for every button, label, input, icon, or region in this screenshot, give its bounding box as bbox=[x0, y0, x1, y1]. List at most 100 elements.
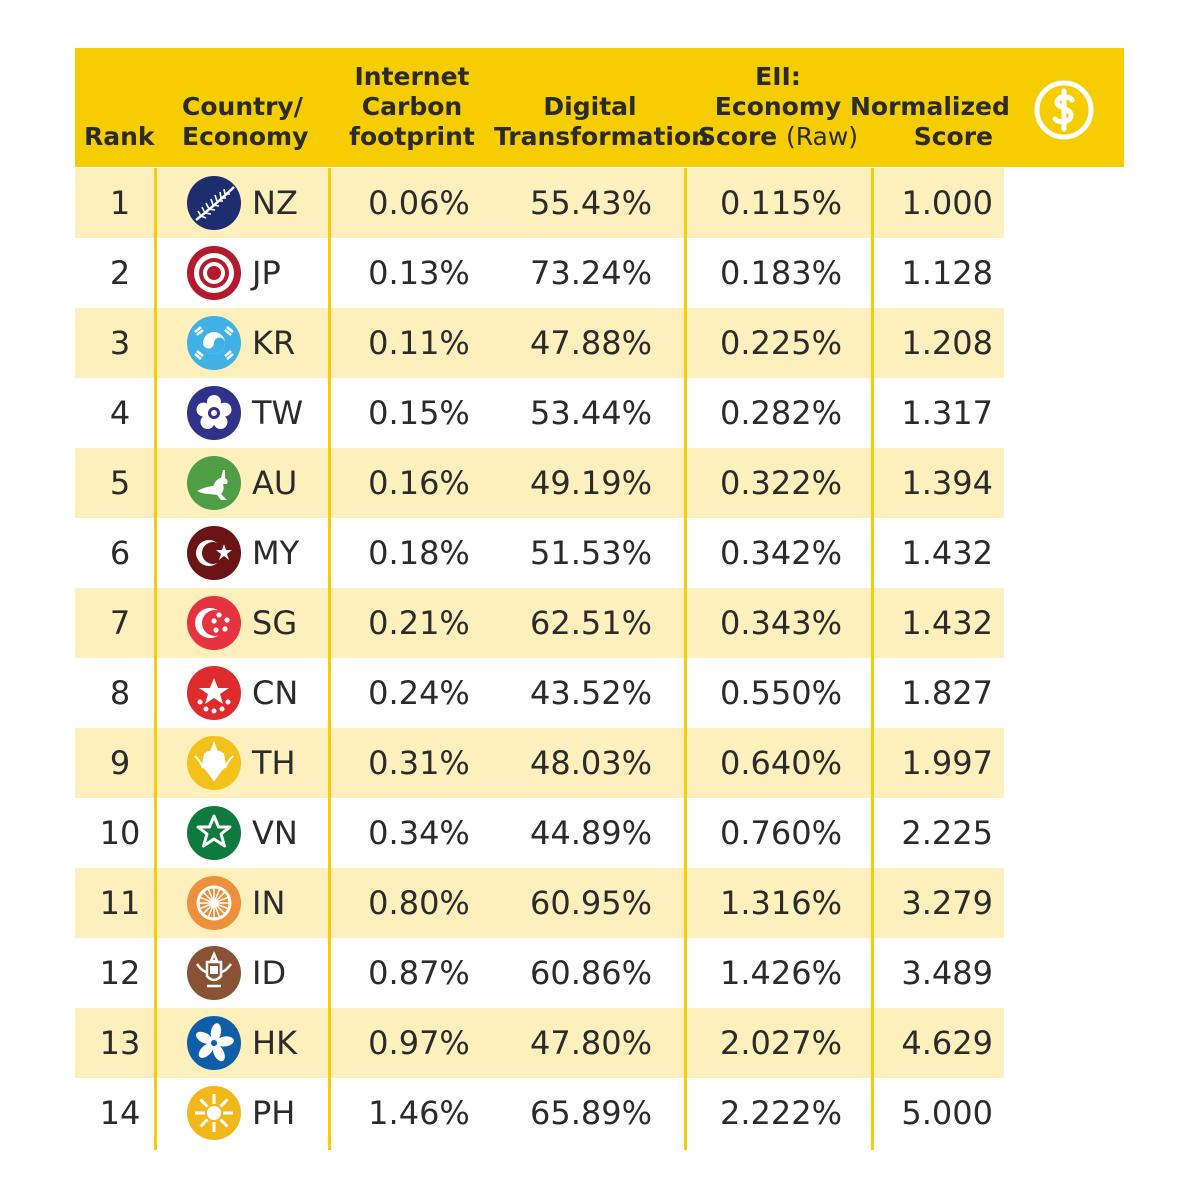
normalized-score-cell: 1.997 bbox=[901, 744, 993, 782]
kangaroo-emblem-icon bbox=[187, 456, 241, 510]
country-code-cell: IN bbox=[252, 884, 286, 922]
eii-raw-score-cell: 0.115% bbox=[719, 184, 842, 222]
carbon-footprint-cell: 0.34% bbox=[368, 814, 470, 852]
normalized-score-cell: 4.629 bbox=[901, 1024, 993, 1062]
carbon-footprint-cell: 1.46% bbox=[368, 1094, 470, 1132]
country-code-cell: CN bbox=[252, 674, 299, 712]
normalized-score-cell: 1.000 bbox=[901, 184, 993, 222]
digital-transformation-cell: 60.86% bbox=[529, 954, 652, 992]
eii-raw-score-cell: 2.222% bbox=[719, 1094, 842, 1132]
crescent-five-stars-emblem-icon bbox=[187, 596, 241, 650]
target-emblem-icon bbox=[187, 246, 241, 300]
digital-transformation-cell: 60.95% bbox=[529, 884, 652, 922]
header-band bbox=[75, 48, 1124, 167]
normalized-score-cell: 1.394 bbox=[901, 464, 993, 502]
normalized-score-cell: 1.208 bbox=[901, 324, 993, 362]
rank-cell: 7 bbox=[109, 604, 131, 642]
rank-cell: 13 bbox=[99, 1024, 141, 1062]
eii-raw-score-cell: 0.640% bbox=[719, 744, 842, 782]
dollar-coin-icon bbox=[1034, 80, 1094, 140]
country-code-cell: AU bbox=[252, 464, 298, 502]
eii-raw-score-cell: 2.027% bbox=[719, 1024, 842, 1062]
eii-raw-score-cell: 0.550% bbox=[719, 674, 842, 712]
chakra-emblem-icon bbox=[187, 876, 241, 930]
crescent-star-emblem-icon bbox=[187, 526, 241, 580]
normalized-score-cell: 1.128 bbox=[901, 254, 993, 292]
header-country-line1: Country/ bbox=[182, 92, 303, 121]
normalized-score-cell: 5.000 bbox=[901, 1094, 993, 1132]
eii-raw-score-cell: 0.225% bbox=[719, 324, 842, 362]
carbon-footprint-cell: 0.87% bbox=[368, 954, 470, 992]
column-divider-country bbox=[328, 168, 331, 1150]
country-code-cell: ID bbox=[252, 954, 287, 992]
header-carbon-line1: Internet bbox=[354, 62, 470, 91]
eii-raw-score-cell: 1.316% bbox=[719, 884, 842, 922]
rank-cell: 1 bbox=[109, 184, 131, 222]
digital-transformation-cell: 73.24% bbox=[529, 254, 652, 292]
header-digital-line1: Digital bbox=[543, 92, 637, 121]
carbon-footprint-cell: 0.18% bbox=[368, 534, 470, 572]
star-emblem-icon bbox=[187, 806, 241, 860]
normalized-score-cell: 1.432 bbox=[901, 534, 993, 572]
header-carbon-line2: Carbon bbox=[361, 92, 463, 121]
rank-cell: 4 bbox=[109, 394, 131, 432]
rank-cell: 5 bbox=[109, 464, 131, 502]
rank-cell: 14 bbox=[99, 1094, 141, 1132]
digital-transformation-cell: 51.53% bbox=[529, 534, 652, 572]
column-divider-eii bbox=[871, 168, 874, 1150]
bauhinia-emblem-icon bbox=[187, 1016, 241, 1070]
rank-cell: 10 bbox=[99, 814, 141, 852]
country-code-cell: SG bbox=[252, 604, 298, 642]
carbon-footprint-cell: 0.16% bbox=[368, 464, 470, 502]
normalized-score-cell: 3.489 bbox=[901, 954, 993, 992]
country-code-cell: MY bbox=[252, 534, 300, 572]
column-divider-rank bbox=[154, 168, 157, 1150]
garuda-emblem-icon bbox=[187, 736, 241, 790]
column-divider-digital bbox=[684, 168, 687, 1150]
normalized-score-cell: 3.279 bbox=[901, 884, 993, 922]
eii-raw-score-cell: 1.426% bbox=[719, 954, 842, 992]
country-code-cell: HK bbox=[252, 1024, 298, 1062]
digital-transformation-cell: 44.89% bbox=[529, 814, 652, 852]
digital-transformation-cell: 47.88% bbox=[529, 324, 652, 362]
rank-cell: 9 bbox=[109, 744, 131, 782]
carbon-footprint-cell: 0.97% bbox=[368, 1024, 470, 1062]
country-code-cell: TH bbox=[252, 744, 296, 782]
carbon-footprint-cell: 0.13% bbox=[368, 254, 470, 292]
header-digital-line2: Transformation bbox=[494, 122, 709, 151]
garuda-pancasila-emblem-icon bbox=[187, 946, 241, 1000]
carbon-footprint-cell: 0.06% bbox=[368, 184, 470, 222]
digital-transformation-cell: 65.89% bbox=[529, 1094, 652, 1132]
eii-raw-score-cell: 0.282% bbox=[719, 394, 842, 432]
country-code-cell: VN bbox=[252, 814, 298, 852]
stars-emblem-icon bbox=[187, 666, 241, 720]
carbon-footprint-cell: 0.80% bbox=[368, 884, 470, 922]
plum-blossom-emblem-icon bbox=[187, 386, 241, 440]
normalized-score-cell: 1.432 bbox=[901, 604, 993, 642]
digital-transformation-cell: 55.43% bbox=[529, 184, 652, 222]
normalized-score-cell: 1.317 bbox=[901, 394, 993, 432]
header-rank: Rank bbox=[84, 122, 155, 151]
digital-transformation-cell: 49.19% bbox=[529, 464, 652, 502]
country-code-cell: JP bbox=[252, 254, 281, 292]
rank-cell: 3 bbox=[109, 324, 131, 362]
digital-transformation-cell: 43.52% bbox=[529, 674, 652, 712]
eii-raw-score-cell: 0.760% bbox=[719, 814, 842, 852]
header-norm-line1: Normalized bbox=[850, 92, 1010, 121]
eii-raw-score-cell: 0.183% bbox=[719, 254, 842, 292]
header-eii-line2: Economy bbox=[714, 92, 842, 121]
carbon-footprint-cell: 0.15% bbox=[368, 394, 470, 432]
rank-cell: 6 bbox=[109, 534, 131, 572]
digital-transformation-cell: 53.44% bbox=[529, 394, 652, 432]
header-eii-score-word: Score bbox=[697, 122, 778, 151]
country-code-cell: NZ bbox=[252, 184, 298, 222]
rank-cell: 2 bbox=[109, 254, 131, 292]
carbon-footprint-cell: 0.24% bbox=[368, 674, 470, 712]
eii-raw-score-cell: 0.343% bbox=[719, 604, 842, 642]
carbon-footprint-cell: 0.31% bbox=[368, 744, 470, 782]
eii-raw-score-cell: 0.322% bbox=[719, 464, 842, 502]
taegeuk-emblem-icon bbox=[187, 316, 241, 370]
digital-transformation-cell: 47.80% bbox=[529, 1024, 652, 1062]
eii-raw-score-cell: 0.342% bbox=[719, 534, 842, 572]
